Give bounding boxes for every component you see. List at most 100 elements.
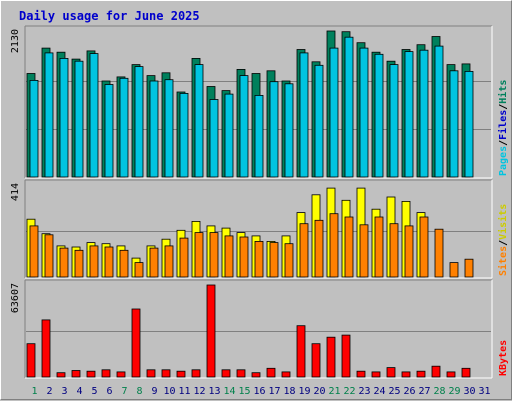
bar-sites-day-6 xyxy=(104,246,114,278)
bar-sites-day-1 xyxy=(29,225,39,278)
bar-kbytes-day-29 xyxy=(446,371,456,378)
bar-files-day-27 xyxy=(419,49,429,178)
day-label-29: 29 xyxy=(448,386,460,397)
bar-sites-day-4 xyxy=(74,249,84,278)
day-label-2: 2 xyxy=(46,386,52,397)
side-legend-sites: Sites xyxy=(497,246,509,276)
day-label-16: 16 xyxy=(253,386,265,397)
bar-sites-day-13 xyxy=(209,232,219,278)
panel-hits-files-pages-side-legend: Pages/Files/Hits xyxy=(497,80,509,176)
side-legend-hits: Hits xyxy=(497,80,509,104)
day-label-13: 13 xyxy=(208,386,220,397)
day-label-19: 19 xyxy=(298,386,310,397)
panel-hits-files-pages-ymax-label: 2130 xyxy=(10,29,21,53)
bar-files-day-21 xyxy=(329,47,339,178)
bar-kbytes-day-14 xyxy=(221,369,231,378)
day-label-14: 14 xyxy=(223,386,235,397)
day-label-27: 27 xyxy=(418,386,430,397)
panel-kbytes-ymax-label: 63607 xyxy=(10,283,21,313)
day-label-7: 7 xyxy=(121,386,127,397)
day-label-26: 26 xyxy=(403,386,415,397)
bar-sites-day-16 xyxy=(254,240,264,278)
day-label-12: 12 xyxy=(193,386,205,397)
bar-sites-day-18 xyxy=(284,243,294,278)
day-label-20: 20 xyxy=(313,386,325,397)
bar-kbytes-day-2 xyxy=(41,319,51,378)
bar-files-day-18 xyxy=(284,83,294,178)
bar-kbytes-day-22 xyxy=(341,334,351,378)
bar-files-day-11 xyxy=(179,93,189,178)
day-label-18: 18 xyxy=(283,386,295,397)
day-label-21: 21 xyxy=(328,386,340,397)
bar-sites-day-19 xyxy=(299,223,309,278)
side-legend-separator: / xyxy=(498,104,509,110)
bar-files-day-16 xyxy=(254,95,264,178)
day-label-15: 15 xyxy=(238,386,250,397)
day-label-17: 17 xyxy=(268,386,280,397)
day-label-23: 23 xyxy=(358,386,370,397)
bar-kbytes-day-10 xyxy=(161,369,171,378)
bar-files-day-19 xyxy=(299,52,309,178)
bar-kbytes-day-24 xyxy=(371,371,381,378)
bar-kbytes-day-3 xyxy=(56,372,66,378)
bar-kbytes-day-26 xyxy=(401,371,411,378)
bar-kbytes-day-27 xyxy=(416,370,426,378)
bar-sites-day-7 xyxy=(119,249,129,278)
bar-sites-day-27 xyxy=(419,216,429,278)
bar-files-day-9 xyxy=(149,80,159,178)
bar-kbytes-day-5 xyxy=(86,370,96,378)
bar-sites-day-3 xyxy=(59,247,69,278)
bar-sites-day-8 xyxy=(134,262,144,278)
bar-files-day-22 xyxy=(344,36,354,178)
day-label-9: 9 xyxy=(151,386,157,397)
bar-sites-day-29 xyxy=(449,262,459,278)
bar-files-day-6 xyxy=(104,84,114,178)
panel-kbytes-side-legend: KBytes xyxy=(498,340,509,376)
day-label-10: 10 xyxy=(163,386,175,397)
bar-kbytes-day-30 xyxy=(461,367,471,378)
bar-sites-day-15 xyxy=(239,236,249,278)
side-legend-separator: / xyxy=(498,140,509,146)
day-label-6: 6 xyxy=(106,386,112,397)
panel-visits-sites-side-legend: Sites/Visits xyxy=(497,204,509,276)
bar-files-day-29 xyxy=(449,70,459,178)
bar-files-day-10 xyxy=(164,79,174,178)
bar-files-day-13 xyxy=(209,99,219,178)
bar-sites-day-11 xyxy=(179,237,189,278)
bar-sites-day-23 xyxy=(359,224,369,278)
bar-sites-day-25 xyxy=(389,223,399,278)
day-label-24: 24 xyxy=(373,386,385,397)
bar-files-day-28 xyxy=(434,45,444,178)
side-legend-kbytes: KBytes xyxy=(498,340,509,376)
bar-kbytes-day-23 xyxy=(356,370,366,378)
bar-files-day-30 xyxy=(464,71,474,178)
bar-files-day-1 xyxy=(29,80,39,178)
day-label-30: 30 xyxy=(463,386,475,397)
bar-kbytes-day-20 xyxy=(311,343,321,378)
bar-kbytes-day-11 xyxy=(176,370,186,378)
day-label-8: 8 xyxy=(136,386,142,397)
bar-files-day-3 xyxy=(59,58,69,178)
bar-files-day-8 xyxy=(134,66,144,178)
panel-visits-sites-ymax-label: 414 xyxy=(10,183,21,201)
day-label-3: 3 xyxy=(61,386,67,397)
bar-sites-day-20 xyxy=(314,219,324,278)
bar-sites-day-28 xyxy=(434,228,444,278)
side-legend-separator: / xyxy=(498,240,509,246)
bar-files-day-23 xyxy=(359,47,369,178)
day-label-25: 25 xyxy=(388,386,400,397)
bar-files-day-15 xyxy=(239,75,249,178)
bar-kbytes-day-28 xyxy=(431,365,441,378)
bar-kbytes-day-16 xyxy=(251,372,261,378)
bar-files-day-5 xyxy=(89,53,99,178)
bar-files-day-17 xyxy=(269,81,279,178)
bar-files-day-2 xyxy=(44,52,54,178)
bar-kbytes-day-13 xyxy=(206,284,216,378)
bar-sites-day-22 xyxy=(344,216,354,278)
bar-kbytes-day-25 xyxy=(386,367,396,378)
bar-kbytes-day-7 xyxy=(116,371,126,378)
day-label-31: 31 xyxy=(478,386,490,397)
side-legend-files: Files xyxy=(497,110,509,140)
bar-sites-day-17 xyxy=(269,242,279,278)
bar-sites-day-10 xyxy=(164,245,174,278)
